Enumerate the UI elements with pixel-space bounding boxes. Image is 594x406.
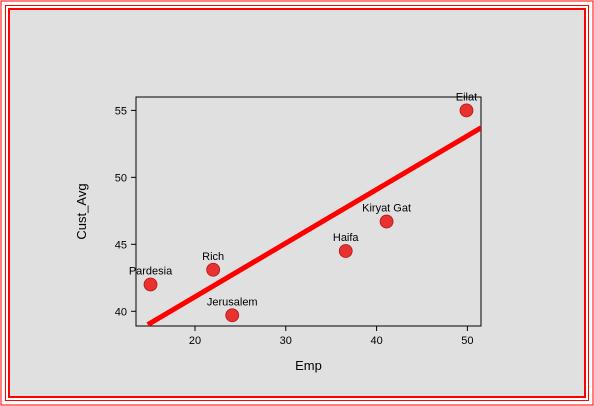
x-tick-label: 20 xyxy=(189,335,201,347)
y-axis-title: Cust_Avg xyxy=(74,183,89,239)
frame-border-middle xyxy=(5,5,589,401)
y-tick-label: 40 xyxy=(115,306,127,318)
data-point xyxy=(206,262,221,277)
data-point xyxy=(338,244,353,258)
y-tick-label: 45 xyxy=(115,239,127,251)
point-label: Rich xyxy=(202,251,224,263)
plot-area xyxy=(135,96,482,327)
fit-line xyxy=(146,125,481,326)
data-point xyxy=(459,103,474,118)
point-label: Eilat xyxy=(456,91,477,103)
point-label: Haifa xyxy=(333,232,360,244)
x-axis-title: Emp xyxy=(295,358,322,373)
y-tick-label: 55 xyxy=(115,105,127,117)
data-point xyxy=(225,308,240,323)
x-tick-label: 40 xyxy=(370,335,382,347)
x-tick-label: 50 xyxy=(461,335,473,347)
point-label: Pardesia xyxy=(129,265,173,277)
point-label: Jerusalem xyxy=(207,296,258,308)
x-tick-label: 30 xyxy=(280,335,292,347)
data-point xyxy=(143,277,158,292)
point-label: Kiryat Gat xyxy=(362,203,411,215)
data-point xyxy=(379,214,394,229)
y-tick-label: 50 xyxy=(115,172,127,184)
